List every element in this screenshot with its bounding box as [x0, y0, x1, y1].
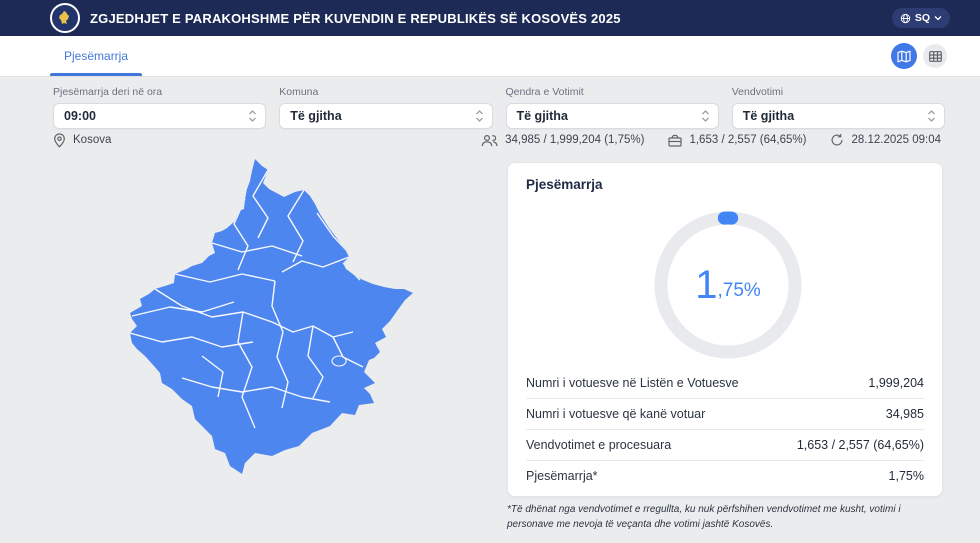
stepper-icon	[701, 110, 709, 122]
table-row: Numri i votuesve në Listën e Votuesve 1,…	[526, 367, 924, 398]
region-indicator: Kosova	[53, 132, 112, 148]
filter-polling-center: Qendra e Votimit Të gjitha	[505, 86, 719, 129]
row-label: Numri i votuesve që kanë votuar	[526, 407, 706, 421]
ballot-box-icon	[668, 134, 683, 147]
polling-center-select[interactable]: Të gjitha	[505, 103, 719, 129]
donut-arc	[654, 211, 802, 359]
row-value: 1,75%	[888, 469, 924, 483]
tab-strip: Pjesëmarrja	[0, 36, 980, 77]
row-value: 34,985	[885, 407, 924, 421]
row-value: 1,653 / 2,557 (64,65%)	[796, 438, 924, 452]
participation-donut-chart: 1 ,75%	[646, 203, 810, 367]
row-label: Pjesëmarrja*	[526, 469, 598, 483]
municipality-select-value: Të gjitha	[290, 109, 342, 123]
refresh-icon	[832, 134, 843, 146]
stepper-icon	[475, 110, 483, 122]
polling-station-select[interactable]: Të gjitha	[731, 103, 945, 129]
donut-percent-frac: ,75%	[717, 280, 761, 301]
table-view-button[interactable]	[923, 44, 947, 68]
map-icon	[897, 50, 911, 62]
row-value: 1,999,204	[868, 375, 924, 390]
region-name: Kosova	[73, 134, 112, 146]
view-toggle	[891, 43, 947, 69]
table-row: Vendvotimet e procesuara 1,653 / 2,557 (…	[526, 429, 924, 460]
donut-percent-int: 1	[695, 263, 718, 307]
time-select[interactable]: 09:00	[53, 103, 267, 129]
chevron-down-icon	[934, 16, 942, 21]
stats-row: Kosova 34,985 / 1,999,204 (1,75%) 1,653 …	[0, 130, 980, 150]
stat-voters: 34,985 / 1,999,204 (1,75%)	[481, 134, 644, 147]
filter-bar: Pjesëmarrja deri në ora 09:00 Komuna Të …	[0, 78, 980, 129]
stepper-icon	[249, 110, 257, 122]
kosovo-map[interactable]	[112, 156, 442, 486]
active-tab-underline	[50, 73, 143, 76]
language-code: SQ	[914, 12, 930, 24]
stepper-icon	[928, 110, 935, 122]
filter-polling-center-label: Qendra e Votimit	[505, 86, 584, 98]
filter-time: Pjesëmarrja deri në ora 09:00	[53, 86, 267, 129]
card-title: Pjesëmarrja	[526, 177, 603, 192]
stat-stations: 1,653 / 2,557 (64,65%)	[668, 134, 806, 147]
filter-time-label: Pjesëmarrja deri në ora	[53, 86, 163, 98]
language-globe-icon	[900, 13, 911, 23]
time-select-value: 09:00	[64, 109, 96, 123]
participation-card: Pjesëmarrja 1 ,75% Numri i votuesve në L…	[507, 162, 943, 497]
table-icon	[928, 50, 942, 62]
row-label: Numri i votuesve në Listën e Votuesve	[526, 375, 739, 390]
location-pin-icon	[54, 132, 65, 148]
donut-center-label: 1 ,75%	[646, 203, 810, 367]
municipality-borders	[130, 169, 364, 429]
stat-stations-value: 1,653 / 2,557 (64,65%)	[689, 134, 807, 146]
tab-participation-label: Pjesëmarrja	[64, 49, 129, 63]
kosovo-emblem-icon	[59, 11, 69, 24]
stat-updated: 28.12.2025 09:04	[830, 133, 941, 147]
language-selector[interactable]: SQ	[891, 8, 950, 28]
kosovo-map-svg	[130, 159, 413, 474]
page-title: ZGJEDHJET E PARAKOHSHME PËR KUVENDIN E R…	[90, 10, 621, 26]
stats-group: 34,985 / 1,999,204 (1,75%) 1,653 / 2,557…	[481, 133, 941, 147]
filter-municipality: Komuna Të gjitha	[279, 86, 493, 129]
summary-table: Numri i votuesve në Listën e Votuesve 1,…	[526, 367, 924, 491]
voters-icon	[481, 134, 498, 146]
stat-updated-value: 28.12.2025 09:04	[851, 134, 941, 146]
tab-participation[interactable]: Pjesëmarrja	[50, 36, 143, 76]
polling-center-select-value: Të gjitha	[516, 109, 568, 123]
map-view-button[interactable]	[891, 43, 917, 69]
footnote: *Të dhënat nga vendvotimet e rregullta, …	[507, 504, 901, 530]
stat-voters-value: 34,985 / 1,999,204 (1,75%)	[505, 134, 645, 146]
kqz-logo	[50, 3, 80, 33]
table-row: Pjesëmarrja* 1,75%	[526, 460, 924, 491]
filter-polling-station: Vendvotimi Të gjitha	[731, 86, 945, 129]
municipality-select[interactable]: Të gjitha	[279, 103, 493, 129]
polling-station-select-value: Të gjitha	[742, 109, 795, 123]
row-label: Vendvotimet e procesuara	[526, 438, 672, 452]
filter-polling-station-label: Vendvotimi	[731, 86, 784, 98]
filter-municipality-label: Komuna	[279, 86, 319, 98]
table-row: Numri i votuesve që kanë votuar 34,985	[526, 398, 924, 429]
donut-svg	[654, 211, 802, 359]
app-header: ZGJEDHJET E PARAKOHSHME PËR KUVENDIN E R…	[0, 0, 980, 36]
kosovo-outline	[130, 159, 413, 474]
